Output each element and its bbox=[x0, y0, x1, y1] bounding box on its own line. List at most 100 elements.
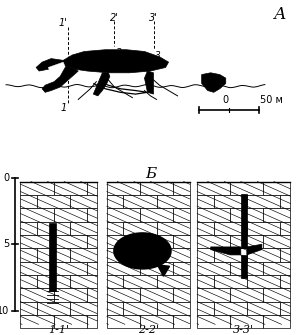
Bar bbox=[263, 288, 290, 302]
Bar bbox=[20, 221, 37, 235]
Text: 3: 3 bbox=[155, 51, 161, 60]
Polygon shape bbox=[42, 66, 78, 92]
Bar bbox=[54, 262, 87, 275]
Bar bbox=[20, 315, 54, 328]
Bar bbox=[157, 248, 190, 262]
Text: 1': 1' bbox=[59, 18, 68, 28]
Text: Б: Б bbox=[145, 166, 156, 181]
Bar bbox=[107, 315, 140, 328]
Bar bbox=[173, 235, 190, 248]
Bar bbox=[20, 302, 37, 315]
Bar bbox=[107, 288, 140, 302]
Bar bbox=[197, 288, 230, 302]
Bar bbox=[54, 235, 87, 248]
Bar bbox=[123, 195, 157, 208]
Bar bbox=[247, 275, 280, 288]
Bar bbox=[20, 275, 37, 288]
Bar bbox=[20, 262, 54, 275]
Text: 5: 5 bbox=[3, 239, 9, 249]
Bar bbox=[54, 182, 87, 195]
Bar bbox=[54, 288, 87, 302]
Bar bbox=[247, 248, 280, 262]
Bar bbox=[107, 302, 123, 315]
Polygon shape bbox=[241, 194, 247, 248]
Bar bbox=[280, 275, 290, 288]
Bar bbox=[214, 248, 247, 262]
Bar bbox=[70, 221, 97, 235]
Bar bbox=[197, 221, 214, 235]
Bar bbox=[247, 302, 280, 315]
Polygon shape bbox=[49, 223, 56, 291]
Polygon shape bbox=[93, 73, 110, 96]
Bar bbox=[140, 235, 173, 248]
Bar bbox=[123, 221, 157, 235]
Bar bbox=[280, 221, 290, 235]
Bar bbox=[157, 302, 190, 315]
Bar bbox=[230, 315, 263, 328]
Bar bbox=[263, 262, 290, 275]
Bar bbox=[70, 195, 97, 208]
Bar bbox=[140, 208, 173, 221]
Text: 2: 2 bbox=[116, 48, 122, 58]
Bar bbox=[197, 275, 214, 288]
Bar bbox=[20, 182, 54, 195]
Polygon shape bbox=[241, 255, 247, 278]
Bar bbox=[20, 195, 37, 208]
Bar bbox=[107, 248, 123, 262]
Bar bbox=[107, 275, 123, 288]
Bar bbox=[140, 288, 173, 302]
Bar bbox=[263, 235, 290, 248]
Bar bbox=[20, 208, 54, 221]
Bar bbox=[87, 235, 97, 248]
Bar bbox=[173, 315, 190, 328]
Text: 0: 0 bbox=[223, 95, 229, 105]
Bar bbox=[107, 208, 140, 221]
Bar bbox=[70, 302, 97, 315]
Bar bbox=[173, 182, 190, 195]
Bar bbox=[70, 248, 97, 262]
Bar bbox=[173, 262, 190, 275]
Polygon shape bbox=[63, 50, 169, 73]
Bar bbox=[173, 208, 190, 221]
Bar bbox=[107, 182, 140, 195]
Bar bbox=[230, 208, 263, 221]
Text: 0: 0 bbox=[3, 173, 9, 183]
Bar bbox=[37, 248, 70, 262]
Bar bbox=[214, 302, 247, 315]
Bar bbox=[230, 288, 263, 302]
Bar bbox=[140, 262, 173, 275]
Bar bbox=[37, 221, 70, 235]
Bar bbox=[107, 195, 123, 208]
Bar bbox=[263, 315, 290, 328]
Bar bbox=[214, 221, 247, 235]
Bar bbox=[197, 195, 214, 208]
Polygon shape bbox=[211, 247, 241, 255]
Text: 2': 2' bbox=[110, 13, 119, 23]
Bar bbox=[214, 275, 247, 288]
Bar bbox=[197, 208, 230, 221]
Bar bbox=[20, 248, 37, 262]
Bar bbox=[123, 248, 157, 262]
Bar bbox=[20, 235, 54, 248]
Bar bbox=[263, 182, 290, 195]
Bar bbox=[197, 262, 230, 275]
Bar bbox=[140, 315, 173, 328]
Bar bbox=[107, 221, 123, 235]
Bar bbox=[247, 195, 280, 208]
Polygon shape bbox=[48, 62, 65, 73]
Bar bbox=[107, 262, 140, 275]
Bar bbox=[157, 195, 190, 208]
Bar bbox=[70, 275, 97, 288]
Bar bbox=[230, 182, 263, 195]
Bar bbox=[87, 262, 97, 275]
Bar bbox=[247, 221, 280, 235]
Bar bbox=[230, 262, 263, 275]
Text: А: А bbox=[274, 6, 286, 23]
Polygon shape bbox=[247, 244, 262, 255]
Bar bbox=[230, 235, 263, 248]
Polygon shape bbox=[36, 59, 66, 71]
Text: 1: 1 bbox=[60, 103, 66, 113]
Bar bbox=[123, 302, 157, 315]
Bar bbox=[123, 275, 157, 288]
Bar bbox=[157, 275, 190, 288]
